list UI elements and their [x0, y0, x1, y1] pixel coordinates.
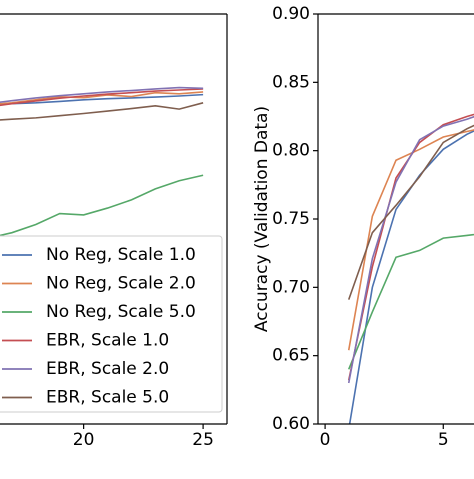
- right-y-ticks: 0.60 0.65 0.70 0.75 0.80 0.85 0.90: [272, 4, 318, 434]
- legend-label-ebr-scale-2-0: EBR, Scale 2.0: [46, 359, 169, 379]
- right-y-tick-label: 0.90: [272, 4, 310, 24]
- right-x-tick-label: 5: [438, 430, 449, 450]
- left-series-no-reg-scale-1-0: [0, 93, 204, 105]
- right-series-ebr-scale-5-0: [347, 124, 474, 300]
- left-series-group: [0, 86, 204, 237]
- right-series-no-reg-scale-2-0: [347, 129, 474, 351]
- left-series-ebr-scale-1-0: [0, 88, 204, 107]
- legend-label-ebr-scale-1-0: EBR, Scale 1.0: [46, 331, 169, 351]
- left-x-tick-label: 25: [192, 430, 214, 450]
- right-series-no-reg-scale-5-0: [347, 233, 474, 370]
- legend-items: No Reg, Scale 1.0 No Reg, Scale 2.0 No Reg…: [2, 245, 196, 408]
- left-x-ticks: 20 25: [73, 424, 214, 450]
- right-series-group: [347, 113, 474, 424]
- right-series-ebr-scale-1-0: [347, 113, 474, 381]
- left-series-ebr-scale-5-0: [0, 102, 204, 121]
- left-series-no-reg-scale-5-0: [0, 174, 204, 237]
- right-series-ebr-scale-2-0: [347, 115, 474, 384]
- legend-label-no-reg-scale-2-0: No Reg, Scale 2.0: [46, 274, 196, 294]
- left-series-no-reg-scale-2-0: [0, 91, 204, 105]
- right-y-tick-label: 0.80: [272, 141, 310, 161]
- legend-frame: [0, 235, 223, 413]
- right-x-tick-label: 0: [320, 430, 331, 450]
- legend-label-no-reg-scale-1-0: No Reg, Scale 1.0: [46, 245, 196, 265]
- right-y-tick-label: 0.60: [272, 414, 310, 434]
- left-x-tick-label: 20: [73, 430, 95, 450]
- right-y-tick-label: 0.70: [272, 277, 310, 297]
- right-series-no-reg-scale-1-0: [348, 130, 474, 424]
- legend-label-ebr-scale-5-0: EBR, Scale 5.0: [46, 388, 169, 408]
- right-y-tick-label: 0.65: [272, 346, 310, 366]
- left-plot: 20 25 No Reg, Scale 1.0No Reg, Scale 2.0N…: [0, 13, 228, 450]
- legend: No Reg, Scale 1.0 No Reg, Scale 2.0 No Reg…: [0, 235, 223, 413]
- legend-label-no-reg-scale-5-0: No Reg, Scale 5.0: [46, 302, 196, 322]
- right-y-axis-label: Accuracy (Validation Data): [252, 106, 272, 332]
- right-y-tick-label: 0.85: [272, 72, 310, 92]
- right-y-tick-label: 0.75: [272, 209, 310, 229]
- left-series-ebr-scale-2-0: [0, 86, 204, 103]
